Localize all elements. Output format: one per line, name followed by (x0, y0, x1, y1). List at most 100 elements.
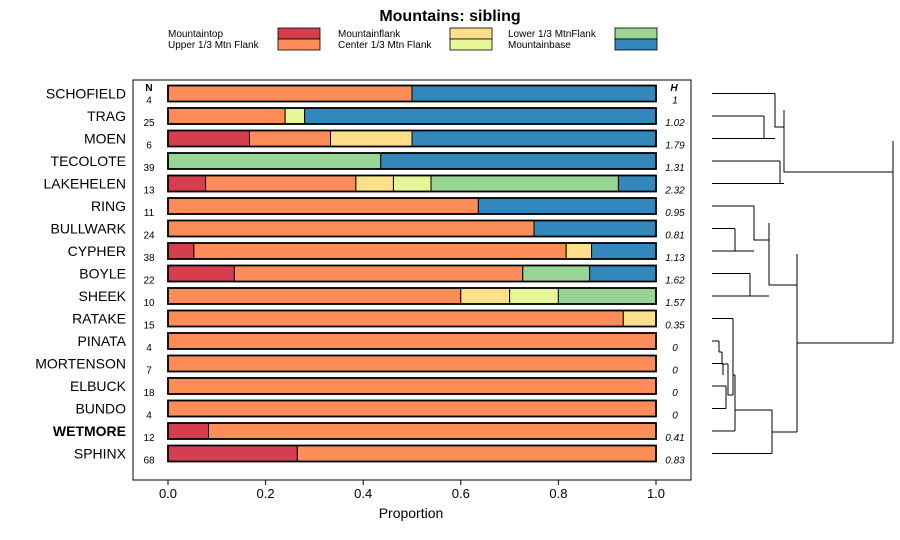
h-value-label: 1.57 (665, 298, 685, 309)
h-value-label: 0.35 (665, 321, 685, 332)
h-value-label: 1.62 (665, 276, 685, 287)
n-value-label: 11 (144, 208, 155, 219)
n-value-label: 39 (143, 163, 155, 174)
bar-outline (167, 84, 657, 103)
legend-swatch (277, 27, 321, 40)
h-value-label: 0.81 (665, 231, 684, 242)
bar-outline (167, 422, 657, 440)
h-value-label: 1.79 (665, 141, 685, 152)
n-value-label: 7 (146, 366, 152, 377)
n-column-header: N (145, 83, 152, 94)
row-label: CYPHER (68, 243, 126, 259)
h-value-label: 0.83 (665, 456, 685, 467)
dendrogram-branch (712, 205, 754, 252)
legend-swatch (449, 27, 493, 40)
bar-segment (167, 445, 298, 462)
row-label: RING (91, 198, 126, 214)
legend-label: Mountainbase (508, 40, 571, 51)
bar-segment (167, 85, 413, 102)
row-label: TRAG (87, 108, 126, 124)
n-value-label: 4 (146, 96, 152, 107)
bar-segment (167, 175, 207, 192)
row-labels-group: SCHOFIELD 4 1 TRAG 25 1.02 MOEN 6 1.79 TECOLOTE 39… (35, 86, 685, 467)
bar-segment (284, 107, 306, 125)
n-value-label: 13 (143, 186, 155, 197)
bar-segment (208, 422, 657, 440)
legend-label: Center 1/3 Mtn Flank (338, 40, 432, 51)
row-label: PINATA (78, 333, 127, 349)
legend-swatch (614, 27, 658, 40)
bar-outline (167, 264, 657, 283)
h-value-label: 0 (672, 388, 678, 399)
dendrogram-branch (725, 318, 734, 409)
bars-group (167, 84, 657, 463)
row-label: BOYLE (79, 266, 126, 282)
bar-segment (205, 175, 357, 192)
bar-segment (392, 175, 432, 192)
legend-label: Upper 1/3 Mtn Flank (168, 40, 260, 51)
bar-segment (589, 265, 657, 282)
dendrogram-branch (712, 116, 775, 139)
row-label: SHEEK (79, 288, 127, 304)
bar-outline (167, 332, 657, 350)
row-label: RATAKE (72, 311, 126, 327)
row-label: LAKEHELEN (44, 176, 126, 192)
bar-outline (167, 377, 657, 395)
row-label: BUNDO (75, 401, 126, 417)
dendrogram-branch (797, 141, 894, 344)
n-value-label: 24 (143, 231, 155, 242)
row-label: ELBUCK (70, 378, 127, 394)
n-value-label: 4 (146, 343, 152, 354)
bar-segment (591, 242, 657, 260)
bar-outline (167, 129, 657, 148)
bar-outline (167, 107, 657, 125)
bar-segment (622, 310, 657, 327)
row-label: SPHINX (74, 446, 127, 462)
h-value-label: 1.13 (665, 253, 685, 264)
x-tick-label: 0.4 (354, 486, 372, 501)
bar-segment (533, 220, 657, 237)
h-value-label: 2.32 (664, 186, 685, 197)
bar-segment (167, 242, 195, 260)
bar-segment (167, 355, 657, 372)
h-value-label: 0.95 (665, 208, 685, 219)
legend-label: Mountaintop (168, 29, 223, 40)
dendrogram-branch (712, 408, 772, 454)
legend-label: Lower 1/3 MtnFlank (508, 29, 597, 40)
x-tick-label: 0.8 (549, 486, 567, 501)
bar-segment (557, 287, 657, 305)
legend-label: Mountainflank (338, 29, 401, 40)
bar-segment (167, 377, 657, 395)
bar-segment (248, 130, 332, 147)
bar-outline (167, 219, 657, 238)
bar-outline (167, 174, 657, 193)
bar-segment (167, 332, 657, 350)
bar-segment (509, 287, 559, 305)
h-value-label: 0 (672, 411, 678, 422)
dendrogram-branch (712, 160, 784, 184)
legend-swatch (277, 38, 321, 51)
x-axis: 0.0 0.2 0.4 0.6 0.8 1.0 (159, 480, 665, 501)
h-value-label: 1 (672, 96, 678, 107)
bar-segment (167, 287, 462, 305)
bar-outline (167, 399, 657, 418)
n-value-label: 10 (143, 298, 155, 309)
dendrogram-branch (783, 110, 893, 173)
x-tick-label: 0.0 (159, 486, 177, 501)
bar-segment (167, 310, 624, 327)
bar-outline (167, 242, 657, 260)
h-value-label: 0 (672, 366, 678, 377)
row-label: MORTENSON (35, 356, 126, 372)
bar-segment (167, 107, 286, 125)
dendrogram-branch (772, 254, 798, 433)
bar-segment (167, 197, 479, 215)
bar-outline (167, 444, 657, 463)
x-tick-label: 0.6 (452, 486, 470, 501)
bar-segment (617, 175, 657, 192)
row-label: BULLWARK (51, 221, 127, 237)
dendrogram-branch (733, 374, 773, 454)
bar-outline (167, 197, 657, 215)
legend-swatch (449, 38, 493, 51)
row-label: SCHOFIELD (46, 86, 126, 102)
bar-segment (380, 152, 657, 170)
